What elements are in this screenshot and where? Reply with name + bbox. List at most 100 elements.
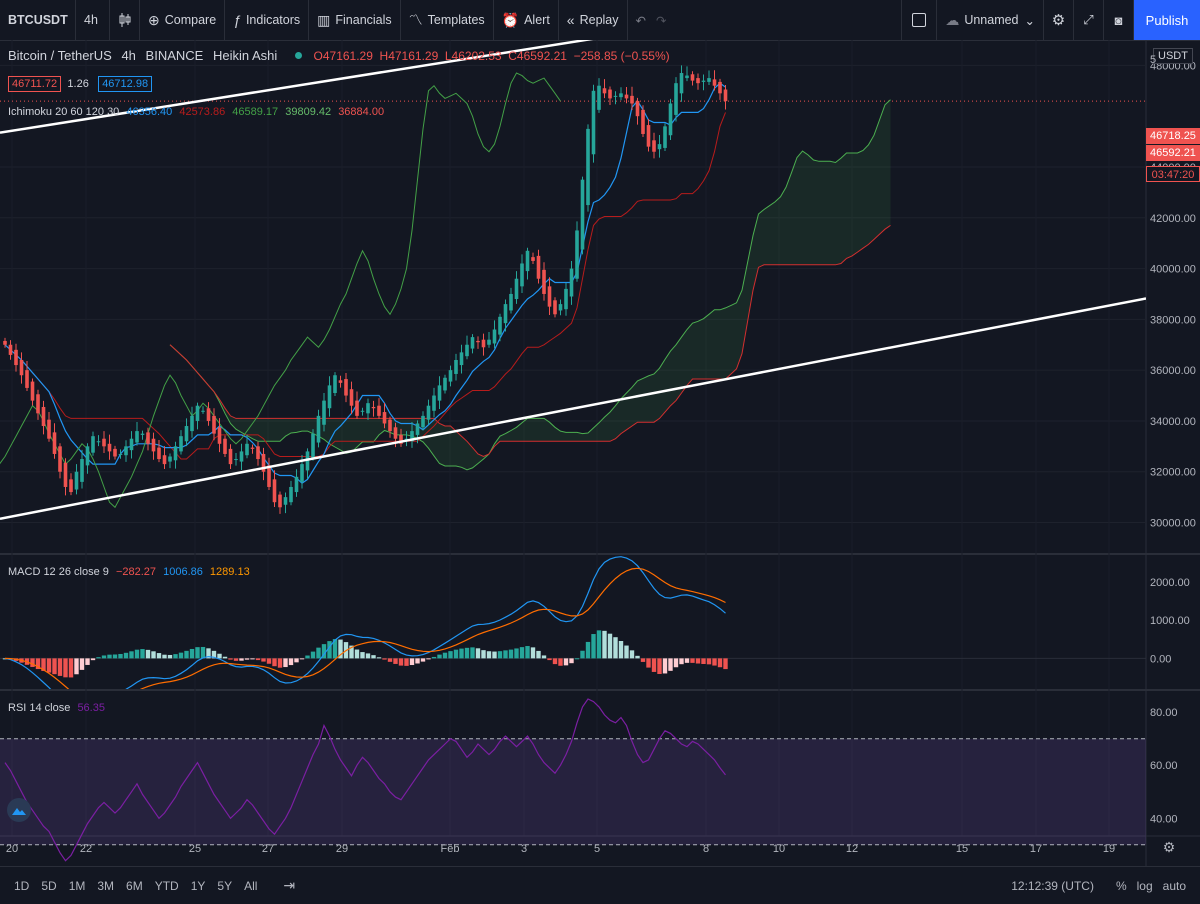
tradingview-logo-icon[interactable] xyxy=(7,798,31,822)
multi-layout-button[interactable] xyxy=(901,0,938,40)
macd-histogram-bar xyxy=(305,655,310,659)
chart-style-button[interactable] xyxy=(110,0,140,40)
macd-histogram-bar xyxy=(541,655,547,659)
macd-tick-label: 0.00 xyxy=(1150,653,1171,665)
time-tick-label: 3 xyxy=(521,843,527,855)
timeframe-3m[interactable]: 3M xyxy=(97,878,115,893)
trendlines[interactable] xyxy=(0,40,1146,520)
macd-histogram-bar xyxy=(640,658,646,662)
gear-icon[interactable]: ⚙ xyxy=(1163,839,1176,855)
candle-body xyxy=(14,349,18,366)
templates-button[interactable]: 〽 Templates xyxy=(401,0,494,40)
macd-legend: MACD 12 26 close 9 −282.27 1006.86 1289.… xyxy=(8,566,250,578)
macd-signal-line xyxy=(4,567,726,689)
timeframe-1m[interactable]: 1M xyxy=(68,878,86,893)
currency-label[interactable]: USDT xyxy=(1153,48,1193,64)
gear-icon: ⚙ xyxy=(1051,12,1066,29)
symbol-search-button[interactable]: BTCUSDT xyxy=(0,0,76,40)
timeframe-1d[interactable]: 1D xyxy=(14,878,30,893)
alarm-clock-icon: ⏰ xyxy=(501,11,520,28)
macd-histogram-bar xyxy=(316,647,321,659)
layout-name-button[interactable]: ☁ Unnamed ⌄ xyxy=(937,0,1044,40)
macd-histogram-bar xyxy=(646,658,651,668)
legend-exchange: BINANCE xyxy=(145,48,204,63)
percent-toggle[interactable]: % xyxy=(1115,878,1127,893)
candle-body xyxy=(74,471,79,490)
alert-button[interactable]: ⏰ Alert xyxy=(494,0,559,40)
timeframe-ytd[interactable]: YTD xyxy=(154,878,179,893)
price-tick-label: 40000.00 xyxy=(1150,264,1196,276)
timeframe-6m[interactable]: 6M xyxy=(126,878,143,893)
time-tick-label: 5 xyxy=(594,843,600,855)
publish-button[interactable]: Publish xyxy=(1134,0,1200,40)
macd-histogram-bar xyxy=(189,648,195,659)
log-toggle[interactable]: log xyxy=(1136,878,1153,893)
compare-button[interactable]: ⊕ Compare xyxy=(140,0,226,40)
candle-body xyxy=(525,250,530,272)
macd-histogram-bar xyxy=(393,658,398,664)
candle-body xyxy=(47,419,51,439)
indicators-button[interactable]: ƒ Indicators xyxy=(225,0,310,40)
bid-price[interactable]: 46711.72 xyxy=(8,76,62,92)
candle-body xyxy=(338,380,343,383)
timeframe-1y[interactable]: 1Y xyxy=(190,878,206,893)
snapshot-button[interactable]: ◙ xyxy=(1104,0,1134,40)
macd-histogram-bar xyxy=(96,657,101,659)
timeframe-all[interactable]: All xyxy=(244,878,258,893)
symbol-title[interactable]: Bitcoin / TetherUS xyxy=(8,48,112,63)
macd-histogram-bar xyxy=(134,649,140,659)
macd-label[interactable]: MACD 12 26 close 9 xyxy=(8,566,109,578)
fullscreen-button[interactable]: ⤢ xyxy=(1074,0,1104,40)
rsi-label[interactable]: RSI 14 close xyxy=(8,702,71,714)
candle-body xyxy=(25,370,29,388)
plus-circle-icon: ⊕ xyxy=(148,11,160,28)
replay-button[interactable]: « Replay xyxy=(559,0,628,40)
financials-button[interactable]: ▥ Financials xyxy=(309,0,401,40)
timeframe-5d[interactable]: 5D xyxy=(41,878,57,893)
timeframe-5y[interactable]: 5Y xyxy=(217,878,233,893)
macd-histogram-bar xyxy=(448,651,453,659)
templates-icon: 〽 xyxy=(408,12,423,28)
replay-label: Replay xyxy=(579,13,619,27)
interval-button[interactable]: 4h xyxy=(76,0,110,40)
macd-histogram-bar xyxy=(525,646,530,659)
upper-trendline xyxy=(0,40,594,134)
macd-histogram-bar xyxy=(217,653,222,659)
chevron-down-icon: ⌄ xyxy=(1024,13,1035,28)
time-tick-label: Feb xyxy=(441,843,460,855)
function-icon: ƒ xyxy=(233,12,241,28)
last-price-tag-a: 46718.25 xyxy=(1146,128,1200,144)
candle-body xyxy=(322,400,326,425)
grid xyxy=(0,40,1200,866)
candle-body xyxy=(498,316,502,335)
macd-histogram-bar xyxy=(508,649,514,659)
price-tick-label: 42000.00 xyxy=(1150,213,1196,225)
ask-price[interactable]: 46712.98 xyxy=(98,76,153,92)
timeframe-buttons: 1D 5D 1M 3M 6M YTD 1Y 5Y All xyxy=(8,879,263,893)
ichimoku-chikou-value: 46589.17 xyxy=(232,106,279,118)
candle-body xyxy=(602,88,607,94)
price-tick-label: 32000.00 xyxy=(1150,467,1196,479)
redo-icon[interactable]: ↷ xyxy=(656,13,667,28)
legend-interval: 4h xyxy=(121,48,136,63)
settings-button[interactable]: ⚙ xyxy=(1044,0,1074,40)
layout-name-label: Unnamed xyxy=(964,13,1019,27)
cloud-icon: ☁ xyxy=(945,11,960,28)
undo-icon[interactable]: ↶ xyxy=(635,13,646,28)
macd-histogram-bar xyxy=(222,656,228,659)
macd-histogram-bar xyxy=(695,658,701,664)
macd-histogram-bar xyxy=(635,655,640,659)
macd-histogram-bar xyxy=(244,658,250,660)
utc-clock[interactable]: 12:12:39 (UTC) xyxy=(1011,878,1094,893)
time-tick-label: 29 xyxy=(336,843,348,855)
candle-body xyxy=(454,359,458,374)
candle-body xyxy=(635,100,640,117)
candle-body xyxy=(41,406,46,427)
candle-body xyxy=(476,340,480,343)
ichimoku-label[interactable]: Ichimoku 20 60 120 30 xyxy=(8,106,120,118)
auto-toggle[interactable]: auto xyxy=(1162,878,1186,893)
rsi-line xyxy=(4,698,726,862)
time-tick-label: 8 xyxy=(703,843,709,855)
date-range-icon[interactable]: ⇥ xyxy=(283,877,296,893)
chart-canvas[interactable]: 30000.0032000.0034000.0036000.0038000.00… xyxy=(0,40,1200,866)
